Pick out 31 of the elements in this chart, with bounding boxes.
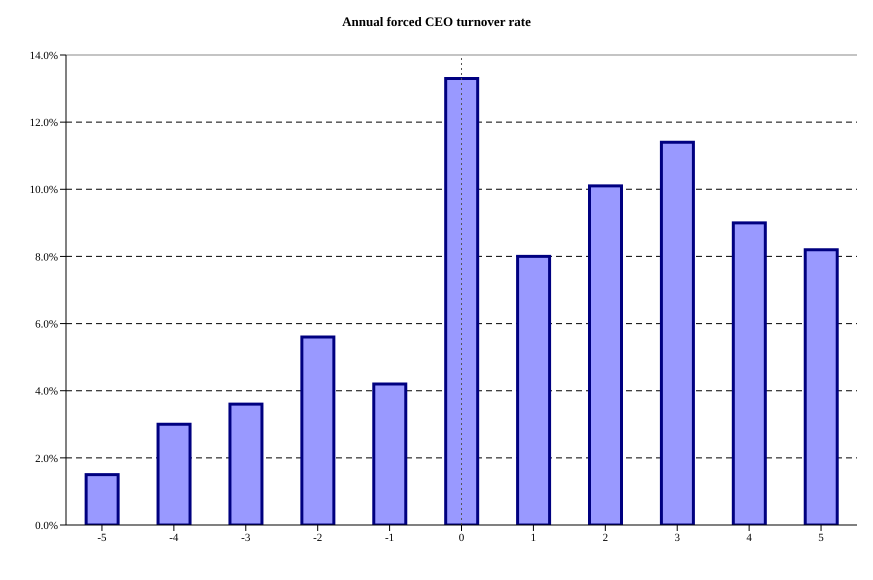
y-tick-label: 10.0% (30, 184, 58, 196)
y-tick-label: 8.0% (35, 251, 58, 264)
bar (300, 336, 336, 525)
x-tick-label: 0 (458, 532, 465, 544)
x-tick-label: 2 (602, 532, 608, 544)
bar (444, 77, 480, 525)
bar (804, 248, 839, 525)
y-tick-label: 4.0% (35, 386, 58, 398)
x-tick-label: -4 (169, 532, 179, 544)
x-tick-label: -1 (385, 532, 394, 544)
x-tick-label: 3 (674, 532, 680, 544)
x-tick-label: -2 (313, 532, 322, 544)
bar (228, 402, 264, 525)
y-tick-label: 0.0% (35, 520, 58, 532)
x-tick-label: 1 (530, 532, 536, 544)
x-tick-label: 5 (818, 532, 824, 544)
bar (156, 422, 192, 525)
y-tick-label: 14.0% (30, 50, 58, 62)
y-tick-label: 6.0% (35, 318, 58, 330)
y-tick-label: 2.0% (35, 452, 58, 465)
bar (84, 473, 120, 525)
y-tick-label: 12.0% (30, 117, 58, 130)
x-tick-label: 4 (746, 532, 752, 544)
x-tick-label: -3 (241, 532, 251, 544)
bar (588, 184, 623, 525)
chart-title: Annual forced CEO turnover rate (341, 14, 532, 30)
bar (516, 254, 552, 525)
bar (372, 382, 408, 525)
x-tick-label: -5 (97, 532, 108, 544)
bar (660, 140, 695, 525)
bar (732, 221, 767, 525)
